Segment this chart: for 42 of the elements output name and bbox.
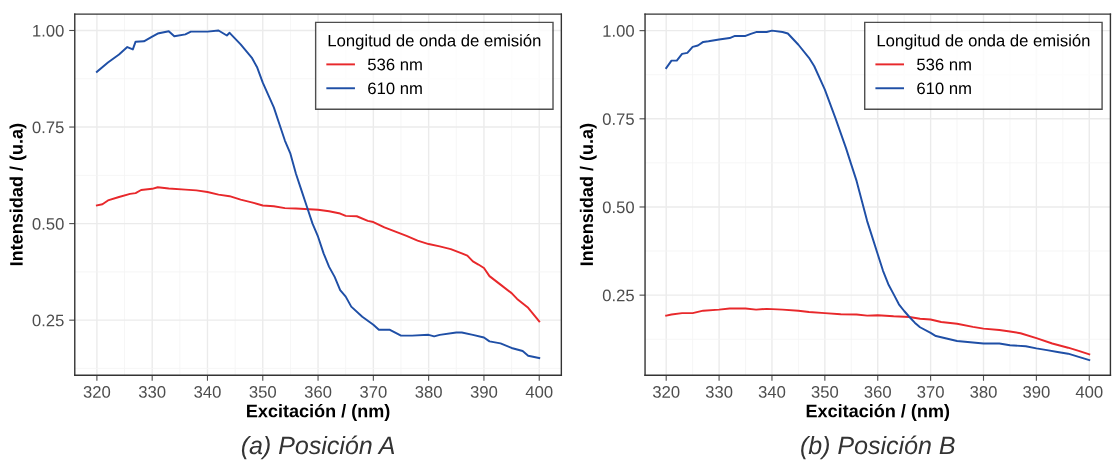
legend-title: Longitud de onda de emisión bbox=[328, 34, 541, 50]
x-tick-label: 370 bbox=[917, 386, 944, 398]
line-series bbox=[95, 29, 541, 359]
y-tick-label: 0.50 bbox=[602, 201, 634, 214]
x-tick-label: 400 bbox=[1075, 386, 1103, 398]
legend-label: 610 nm bbox=[368, 82, 422, 95]
text: (b) Posición B bbox=[801, 435, 955, 460]
x-tick-label: 350 bbox=[249, 386, 277, 398]
x-tick-label: 330 bbox=[138, 386, 166, 398]
x-tick-label: 390 bbox=[1023, 386, 1050, 398]
x-tick-label: 360 bbox=[304, 386, 332, 398]
line-series bbox=[665, 307, 1091, 356]
x-tick-label: 340 bbox=[194, 386, 221, 398]
y-tick-label: 0.75 bbox=[32, 121, 64, 134]
line-series bbox=[665, 29, 1091, 362]
x-axis-title: Excitación / (nm) bbox=[806, 403, 950, 421]
legend-title: Longitud de onda de emisión bbox=[877, 34, 1090, 50]
legend-label: 610 nm bbox=[917, 82, 971, 95]
x-tick-label: 390 bbox=[470, 386, 498, 398]
text: (a) Posición A bbox=[241, 435, 395, 460]
x-tick-label: 400 bbox=[525, 386, 553, 398]
y-tick-label: 0.50 bbox=[32, 218, 64, 230]
legend-label: 536 nm bbox=[367, 58, 422, 71]
y-tick-label: 0.25 bbox=[32, 314, 64, 327]
x-tick-label: 380 bbox=[970, 386, 997, 398]
x-tick-label: 380 bbox=[415, 386, 442, 398]
y-axis-title: Intensidad / (u.a) bbox=[579, 123, 597, 266]
x-tick-label: 330 bbox=[705, 386, 733, 398]
x-tick-label: 320 bbox=[83, 386, 111, 398]
y-tick-label: 0.75 bbox=[602, 113, 634, 126]
y-axis-title: Intensidad / (u.a) bbox=[9, 123, 27, 266]
y-tick-label: 1.00 bbox=[33, 24, 64, 37]
x-tick-label: 320 bbox=[652, 386, 680, 398]
x-tick-label: 370 bbox=[360, 386, 387, 398]
x-axis-title: Excitación / (nm) bbox=[247, 403, 390, 421]
x-tick-label: 350 bbox=[811, 386, 839, 398]
x-tick-label: 360 bbox=[864, 386, 891, 398]
y-tick-label: 1.00 bbox=[603, 25, 634, 37]
line-series bbox=[95, 186, 541, 323]
x-tick-label: 340 bbox=[758, 386, 786, 398]
legend-label: 536 nm bbox=[917, 58, 971, 71]
y-tick-label: 0.25 bbox=[602, 289, 634, 302]
